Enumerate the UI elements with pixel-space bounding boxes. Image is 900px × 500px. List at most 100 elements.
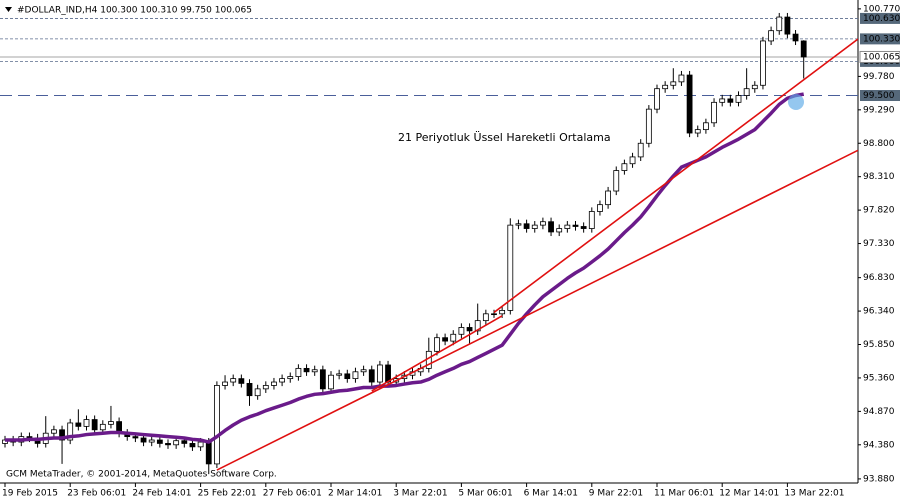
- candle-body: [230, 378, 237, 383]
- candle-body: [678, 74, 685, 83]
- candle-body: [482, 313, 489, 322]
- level-label-box: [860, 12, 900, 24]
- x-tick-label: 11 Mar 06:01: [654, 489, 714, 499]
- trendline: [216, 149, 858, 471]
- trendline: [371, 315, 503, 392]
- y-tick-label: 94.380: [863, 440, 895, 450]
- candle-body: [792, 33, 799, 42]
- candle-body: [548, 221, 554, 233]
- candle-body: [580, 226, 587, 229]
- candle-body: [597, 204, 603, 212]
- y-tick-label: 98.800: [863, 139, 895, 149]
- touch-marker: [788, 94, 804, 110]
- x-tick-label: 25 Feb 22:01: [198, 489, 257, 499]
- candle-body: [540, 221, 546, 226]
- x-tick-label: 5 Mar 06:01: [458, 489, 512, 499]
- candle-body: [238, 378, 245, 384]
- candle-body: [768, 30, 774, 42]
- candle-body: [368, 369, 375, 383]
- candle-body: [572, 224, 579, 227]
- candle-body: [564, 224, 571, 229]
- level-label: 100.330: [863, 34, 900, 44]
- candle-body: [67, 422, 74, 441]
- candle-body: [760, 40, 766, 86]
- candle-body: [148, 439, 155, 443]
- candle-body: [311, 369, 318, 373]
- candle-body: [694, 129, 701, 134]
- candle-body: [376, 364, 383, 383]
- candle-body: [303, 367, 310, 373]
- x-tick-label: 2 Mar 14:01: [328, 489, 382, 499]
- x-tick-label: 19 Feb 2015: [2, 489, 58, 499]
- candle-body: [319, 369, 326, 390]
- candle-body: [645, 108, 652, 144]
- x-tick-label: 9 Mar 22:01: [589, 489, 643, 499]
- candle-body: [613, 170, 620, 192]
- candle-body: [491, 313, 497, 316]
- candle-body: [507, 224, 514, 311]
- y-tick-label: 96.830: [863, 273, 895, 283]
- candle-body: [246, 382, 253, 397]
- x-tick-label: 3 Mar 22:01: [393, 489, 447, 499]
- candle-body: [727, 98, 734, 103]
- y-tick-label: 97.820: [863, 206, 895, 216]
- candle-body: [556, 228, 563, 233]
- candle-body: [352, 371, 359, 380]
- candle-body: [262, 385, 269, 390]
- candle-body: [91, 419, 98, 431]
- candle-body: [165, 443, 171, 446]
- footer: GCM MetaTrader, © 2001-2014, MetaQuotes …: [6, 470, 277, 480]
- y-tick-label: 99.290: [863, 105, 895, 115]
- candle-body: [328, 374, 334, 390]
- candle-body: [466, 327, 473, 332]
- candle-body: [336, 373, 343, 376]
- support-label: 99.500: [863, 91, 895, 101]
- candle-body: [108, 421, 114, 425]
- candle-body: [515, 223, 522, 226]
- candle-body: [743, 88, 750, 96]
- y-tick-label: 100.770: [863, 4, 900, 14]
- candle-body: [189, 443, 196, 448]
- y-tick-label: 94.870: [863, 407, 895, 417]
- plot-area: [0, 12, 858, 475]
- y-tick-label: 95.360: [863, 373, 895, 383]
- ema-label: 21 Periyotluk Üssel Hareketli Ortalama: [398, 131, 611, 144]
- chart-title: #DOLLAR_IND,H4 100.300 100.310 99.750 10…: [17, 6, 252, 16]
- candle-body: [703, 122, 709, 131]
- candle-body: [344, 373, 351, 380]
- x-tick-label: 27 Feb 06:01: [263, 489, 322, 499]
- candle-body: [474, 320, 481, 332]
- candle-body: [450, 333, 457, 342]
- y-tick-label: 93.880: [863, 474, 895, 484]
- candle-body: [254, 388, 261, 397]
- candle-body: [605, 190, 611, 206]
- candle-body: [59, 429, 65, 441]
- candle-body: [279, 378, 286, 383]
- candle-body: [385, 364, 391, 383]
- candle-body: [181, 440, 188, 444]
- x-tick-label: 12 Mar 14:01: [719, 489, 779, 499]
- support-label-box: [860, 90, 900, 102]
- candle-body: [719, 98, 726, 103]
- candle-body: [222, 381, 228, 386]
- y-tick-label: 96.340: [863, 307, 895, 317]
- candle-body: [75, 422, 82, 427]
- candle-body: [776, 16, 783, 32]
- candle-body: [295, 367, 302, 377]
- candle-body: [735, 95, 742, 103]
- x-tick-label: 24 Feb 14:01: [132, 489, 191, 499]
- candle-body: [132, 436, 139, 439]
- candle-body: [287, 376, 294, 380]
- trendline: [493, 38, 858, 314]
- candle-body: [271, 381, 277, 386]
- candle-body: [654, 88, 660, 110]
- y-tick-label: 98.310: [863, 172, 895, 182]
- x-tick-label: 6 Mar 14:01: [524, 489, 578, 499]
- candle-body: [99, 423, 106, 431]
- last-price-label: 100.065: [863, 52, 900, 62]
- candle-body: [531, 224, 538, 229]
- candle-body: [205, 441, 212, 465]
- candle-body: [588, 211, 595, 229]
